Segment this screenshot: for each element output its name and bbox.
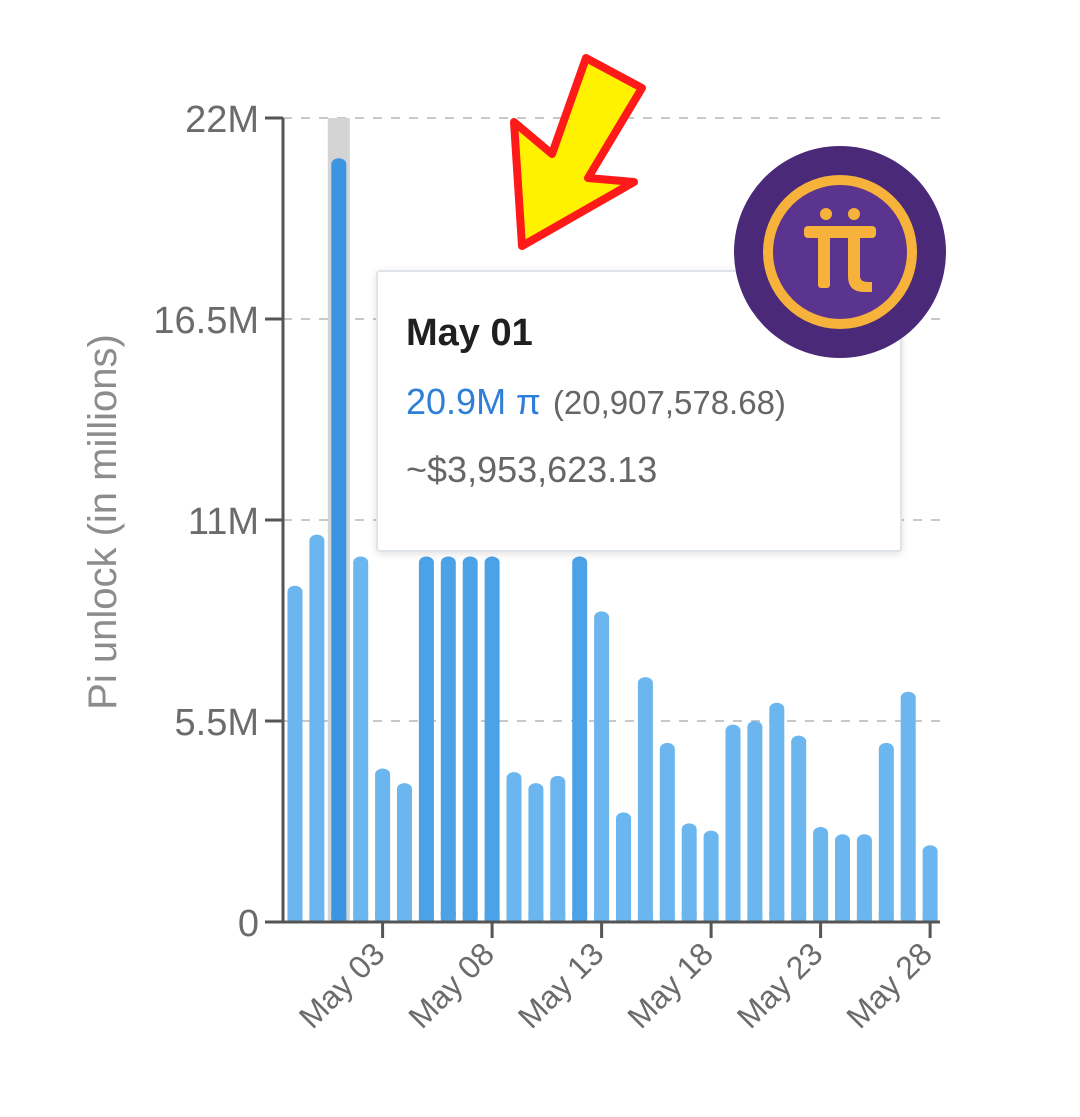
bar [725, 724, 741, 922]
x-tick-label: May 23 [730, 935, 830, 1035]
bar-base [309, 912, 325, 922]
bar [747, 721, 763, 922]
bar [506, 772, 522, 922]
y-tick-label: 22M [185, 99, 259, 141]
bar [331, 158, 347, 922]
bars [287, 158, 938, 922]
bar-base [703, 912, 719, 922]
bar [528, 783, 544, 922]
bar [813, 826, 829, 922]
bar [922, 845, 938, 922]
bar-base [418, 912, 434, 922]
bar-base [528, 912, 544, 922]
bar-base [440, 912, 456, 922]
bar [835, 834, 850, 922]
tooltip-usd-value: ~$3,953,623.13 [406, 449, 658, 490]
y-axis-title: Pi unlock (in millions) [81, 334, 125, 710]
bar-base [462, 912, 478, 922]
y-axis-ticks: 0 5.5M 11M 16.5M 22M [153, 99, 283, 945]
bar-base [922, 912, 938, 922]
y-tick-label: 5.5M [175, 702, 259, 744]
bar [440, 556, 456, 922]
bar [791, 735, 807, 922]
bar-base [397, 912, 412, 922]
bar [637, 677, 653, 922]
pi-network-logo-icon [734, 146, 946, 358]
x-tick-label: May 03 [292, 935, 392, 1035]
bar-base [878, 912, 894, 922]
bar-base [594, 912, 610, 922]
bar [353, 556, 369, 922]
bar-base [681, 912, 697, 922]
bar [659, 742, 675, 922]
bar [418, 556, 434, 922]
tooltip: May 01 20.9M π (20,907,578.68) ~$3,953,62… [376, 270, 902, 552]
bar-base [769, 912, 785, 922]
bar-base [287, 912, 303, 922]
bar [484, 556, 500, 922]
bar-base [572, 912, 588, 922]
bar [703, 830, 719, 922]
bar-base [484, 912, 500, 922]
bar [878, 742, 894, 922]
bar-base [616, 912, 631, 922]
x-axis-ticks: May 03 May 08 May 13 May 18 May 23 May 28 [292, 922, 939, 1035]
bar [594, 611, 610, 922]
y-tick-label: 11M [188, 501, 259, 543]
bar-base [835, 912, 850, 922]
bar [309, 534, 325, 922]
bar-base [791, 912, 807, 922]
bar [616, 812, 631, 922]
bar-base [856, 912, 872, 922]
x-tick-label: May 08 [401, 935, 501, 1035]
bar-base [725, 912, 741, 922]
bar-base [331, 912, 347, 922]
bar-base [813, 912, 829, 922]
x-tick-label: May 13 [511, 935, 611, 1035]
y-tick-label: 0 [238, 903, 259, 945]
bar [572, 556, 588, 922]
tooltip-amount-short: 20.9M π [406, 381, 541, 422]
x-tick-label: May 18 [620, 935, 720, 1035]
arrow-down-left-icon [510, 54, 646, 250]
bar [375, 768, 391, 922]
bar [681, 823, 697, 922]
tooltip-date: May 01 [406, 312, 533, 354]
bar-base [550, 912, 566, 922]
bar [550, 775, 566, 922]
bar-base [506, 912, 522, 922]
tooltip-amount-exact: (20,907,578.68) [552, 384, 786, 421]
bar-base [659, 912, 675, 922]
bar-base [747, 912, 763, 922]
bar [856, 834, 872, 922]
bar [462, 556, 478, 922]
bar-base [353, 912, 369, 922]
bar [769, 702, 785, 922]
bar-base [375, 912, 391, 922]
bar [287, 585, 303, 922]
tooltip-amount: 20.9M π (20,907,578.68) [406, 381, 900, 423]
bar-base [637, 912, 653, 922]
bar [900, 691, 916, 922]
bar-base [900, 912, 916, 922]
bar [397, 783, 412, 922]
x-tick-label: May 28 [839, 935, 939, 1035]
y-tick-label: 16.5M [153, 300, 259, 342]
